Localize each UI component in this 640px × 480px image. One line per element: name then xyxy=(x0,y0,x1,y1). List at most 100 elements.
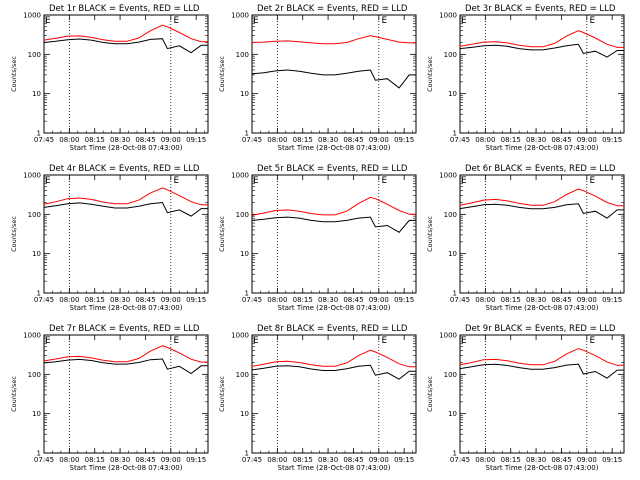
panel-title: Det 4r BLACK = Events, RED = LLD xyxy=(49,164,200,174)
y-tick-label: 100 xyxy=(236,211,249,219)
y-axis-label: Counts/sec xyxy=(426,216,434,252)
series-lld-line xyxy=(459,348,624,366)
y-axis-label: Counts/sec xyxy=(426,376,434,412)
series-events-line xyxy=(459,43,624,58)
y-axis-label: Counts/sec xyxy=(426,56,434,92)
y-tick-label: 10 xyxy=(240,90,249,98)
x-tick-label: 07:45 xyxy=(450,136,470,144)
y-axis-label: Counts/sec xyxy=(10,376,18,412)
series-events-line xyxy=(43,201,208,217)
y-tick-label: 1000 xyxy=(231,12,249,20)
y-tick-label: 1 xyxy=(245,130,249,138)
y-axis-label: Counts/sec xyxy=(218,56,226,92)
x-tick-label: 09:00 xyxy=(161,296,181,304)
y-tick-label: 1 xyxy=(245,450,249,458)
x-tick-label: 08:00 xyxy=(267,296,287,304)
panel-9: Det 9r BLACK = Events, RED = LLD 07:45 08:… xyxy=(426,324,625,472)
panel-title: Det 3r BLACK = Events, RED = LLD xyxy=(465,4,616,14)
x-tick-label: 08:15 xyxy=(85,136,105,144)
x-axis-label: Start Time (28-Oct-08 07:43:00) xyxy=(70,304,183,312)
y-tick-label: 100 xyxy=(444,51,457,59)
x-tick-label: 08:15 xyxy=(501,136,521,144)
x-tick-label: 09:15 xyxy=(602,136,622,144)
y-tick-label: 1000 xyxy=(23,172,41,180)
y-tick-label: 100 xyxy=(236,51,249,59)
panel-5: Det 5r BLACK = Events, RED = LLD 07:45 08:… xyxy=(218,164,417,312)
event-marker: E xyxy=(461,336,467,346)
y-tick-label: 1000 xyxy=(231,332,249,340)
x-tick-label: 08:15 xyxy=(293,136,313,144)
y-axis-label: Counts/sec xyxy=(218,376,226,412)
panel-title: Det 8r BLACK = Events, RED = LLD xyxy=(257,324,408,334)
x-tick-label: 08:30 xyxy=(526,136,546,144)
event-marker: E xyxy=(45,176,51,186)
event-marker: E xyxy=(253,336,259,346)
series-lld-line xyxy=(459,30,624,48)
event-marker: E xyxy=(173,176,179,186)
plot-frame xyxy=(459,174,625,294)
y-tick-label: 100 xyxy=(236,371,249,379)
y-tick-label: 10 xyxy=(448,410,457,418)
x-tick-label: 08:45 xyxy=(135,456,155,464)
y-tick-label: 1000 xyxy=(23,332,41,340)
series-events-line xyxy=(251,216,416,233)
x-tick-label: 08:15 xyxy=(293,296,313,304)
panel-4: Det 4r BLACK = Events, RED = LLD 07:45 08:… xyxy=(10,164,209,312)
x-tick-label: 09:00 xyxy=(161,136,181,144)
plot-frame xyxy=(43,334,209,454)
x-axis-label: Start Time (28-Oct-08 07:43:00) xyxy=(486,304,599,312)
series-lld-line xyxy=(251,196,416,216)
plot-frame xyxy=(251,174,417,294)
x-tick-label: 09:15 xyxy=(186,296,206,304)
panel-title: Det 1r BLACK = Events, RED = LLD xyxy=(49,4,200,14)
event-marker: E xyxy=(461,176,467,186)
x-tick-label: 08:30 xyxy=(318,136,338,144)
x-tick-label: 08:45 xyxy=(343,296,363,304)
y-tick-label: 1000 xyxy=(231,172,249,180)
event-marker: E xyxy=(173,336,179,346)
event-marker: E xyxy=(461,16,467,26)
y-axis-label: Counts/sec xyxy=(218,216,226,252)
series-events-line xyxy=(251,364,416,380)
x-tick-label: 08:45 xyxy=(551,456,571,464)
x-tick-label: 09:15 xyxy=(602,296,622,304)
y-tick-label: 10 xyxy=(32,250,41,258)
x-tick-label: 08:45 xyxy=(343,456,363,464)
x-axis-label: Start Time (28-Oct-08 07:43:00) xyxy=(486,464,599,472)
x-tick-label: 08:00 xyxy=(475,456,495,464)
panel-title: Det 2r BLACK = Events, RED = LLD xyxy=(257,4,408,14)
series-lld-line xyxy=(251,349,416,368)
x-tick-label: 09:15 xyxy=(394,136,414,144)
panel-title: Det 7r BLACK = Events, RED = LLD xyxy=(49,324,200,334)
event-marker: E xyxy=(173,16,179,26)
y-tick-label: 1 xyxy=(453,450,457,458)
y-tick-label: 10 xyxy=(240,250,249,258)
event-marker: E xyxy=(589,336,595,346)
x-tick-label: 07:45 xyxy=(450,296,470,304)
x-tick-label: 09:00 xyxy=(577,456,597,464)
plot-frame xyxy=(251,14,417,134)
y-tick-label: 10 xyxy=(448,250,457,258)
event-marker: E xyxy=(381,16,387,26)
x-tick-label: 09:00 xyxy=(577,136,597,144)
x-tick-label: 07:45 xyxy=(34,456,54,464)
x-tick-label: 09:15 xyxy=(394,296,414,304)
x-tick-label: 08:45 xyxy=(551,136,571,144)
event-marker: E xyxy=(589,16,595,26)
y-tick-label: 1 xyxy=(37,290,41,298)
event-marker: E xyxy=(589,176,595,186)
y-tick-label: 100 xyxy=(444,371,457,379)
y-tick-label: 10 xyxy=(448,90,457,98)
x-tick-label: 08:15 xyxy=(85,296,105,304)
panel-title: Det 5r BLACK = Events, RED = LLD xyxy=(257,164,408,174)
plot-frame xyxy=(43,14,209,134)
y-tick-label: 100 xyxy=(28,211,41,219)
y-tick-label: 1000 xyxy=(23,12,41,20)
y-tick-label: 1000 xyxy=(439,12,457,20)
y-tick-label: 10 xyxy=(32,410,41,418)
panel-2: Det 2r BLACK = Events, RED = LLD 07:45 08:… xyxy=(218,4,417,152)
x-tick-label: 08:45 xyxy=(135,136,155,144)
y-tick-label: 1000 xyxy=(439,332,457,340)
y-axis-label: Counts/sec xyxy=(10,56,18,92)
plot-frame xyxy=(43,174,209,294)
